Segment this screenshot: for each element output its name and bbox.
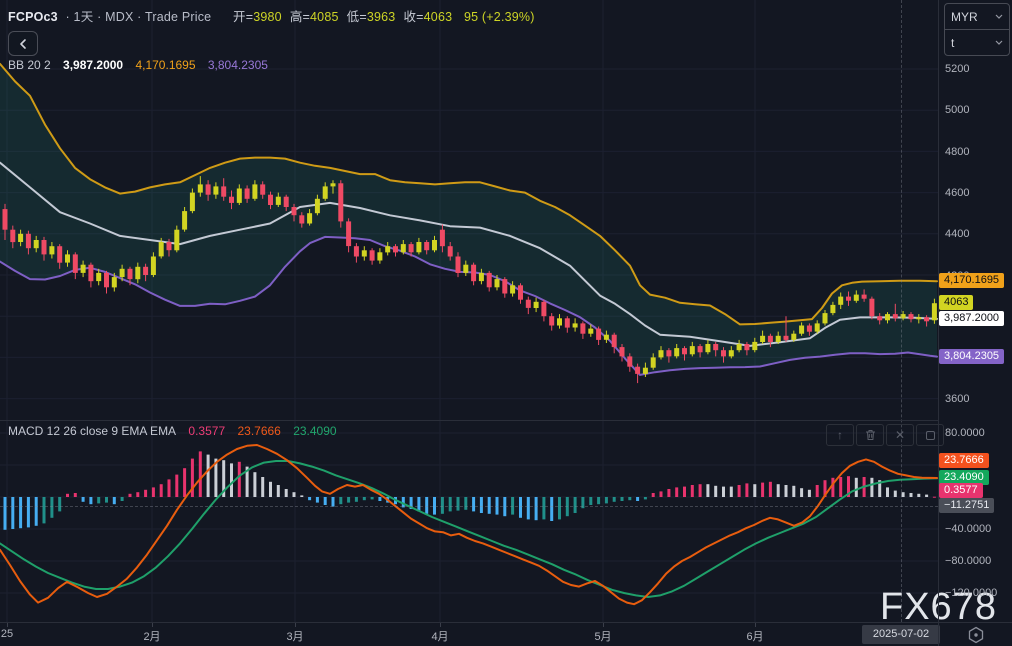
ohlc-value: 4063 (423, 10, 453, 24)
ohlc-value: 3980 (253, 10, 282, 24)
price-tick-label: 5200 (945, 63, 970, 75)
chevron-left-icon (20, 38, 26, 49)
price-tick-label: 4600 (945, 187, 970, 199)
ohlc-label: 高= (289, 10, 311, 24)
ohlc-label: 收= (403, 10, 424, 24)
bb-legend-title: BB 20 2 (8, 58, 51, 72)
bb-basis: 3,987.2000 (63, 58, 124, 72)
time-tick-mark (7, 623, 8, 627)
time-axis[interactable]: 2025-07-02 25 2月 3月 4月 5月 6月 (0, 622, 940, 646)
maximize-icon (925, 430, 935, 440)
macd-tick-label: −120.0000 (945, 587, 998, 599)
ohlc-label: 开= (233, 10, 254, 24)
bb-basis-value-badge: 3,987.2000 (939, 311, 1005, 326)
time-tick-mark (295, 623, 296, 627)
price-tick-label: 3600 (945, 393, 970, 405)
macd-pane-toolbar: ↑ ✕ (826, 424, 944, 446)
trash-icon (865, 430, 875, 440)
price-axis[interactable]: 520050004800460044004200360080.0000−40.0… (938, 0, 1012, 622)
crosshair-value-badge: −11.2751 (939, 498, 995, 513)
change-value: 95 (+2.39%) (463, 10, 535, 24)
time-tick-mark (603, 623, 604, 627)
currency-value: MYR (951, 9, 978, 24)
macd-tick-label: −40.0000 (945, 523, 992, 535)
bb-upper-value-badge: 4,170.1695 (939, 273, 1005, 288)
chart-unit-controls: MYR t (944, 3, 1010, 56)
maximize-pane-button[interactable] (916, 424, 944, 446)
bb-lower-value-badge: 3,804.2305 (939, 349, 1005, 364)
pane-divider[interactable] (0, 420, 938, 421)
price-tick-label: 5000 (945, 104, 970, 116)
bb-indicator-legend[interactable]: BB 20 2 3,987.2000 4,170.1695 3,804.2305 (8, 58, 277, 72)
macd-signal-value: 23.4090 (293, 424, 337, 438)
time-tick-label: 6月 (746, 631, 764, 643)
ohlc-value: 3963 (366, 10, 396, 24)
chevron-down-icon (995, 14, 1003, 19)
ohlc-value: 4085 (310, 10, 339, 24)
signal-line-value-badge: 23.4090 (939, 470, 989, 485)
unit-value: t (951, 35, 955, 50)
price-tick-label: 4400 (945, 228, 970, 240)
symbol-meta: · 1天 · MDX · Trade Price (65, 10, 212, 24)
close-pane-button[interactable]: ✕ (886, 424, 914, 446)
symbol-name[interactable]: FCPOc3 (8, 10, 58, 24)
chart-canvas[interactable] (0, 0, 938, 622)
axis-corner (938, 622, 1012, 646)
symbol-header[interactable]: FCPOc3 · 1天 · MDX · Trade Price 开=3980 高=… (8, 6, 535, 25)
bb-lower: 3,804.2305 (207, 58, 268, 72)
price-tick-label: 4800 (945, 146, 970, 158)
macd-line-value-badge: 23.7666 (939, 453, 989, 468)
time-tick-label: 4月 (431, 631, 449, 643)
bb-upper: 4,170.1695 (135, 58, 196, 72)
time-tick-mark (152, 623, 153, 627)
ohlc-label: 低= (346, 10, 367, 24)
crosshair-horizontal-line (0, 506, 938, 507)
move-pane-up-button[interactable]: ↑ (826, 424, 854, 446)
back-button[interactable] (8, 31, 38, 56)
watermark: FX678 (880, 586, 997, 628)
macd-indicator-legend[interactable]: MACD 12 26 close 9 EMA EMA 0.3577 23.766… (8, 424, 346, 438)
macd-tick-label: −80.0000 (945, 555, 992, 567)
unit-dropdown[interactable]: t (945, 29, 1009, 55)
macd-hist-value: 0.3577 (188, 424, 226, 438)
hist-value-badge: 0.3577 (939, 483, 983, 498)
hexagon-logo-icon[interactable] (965, 624, 987, 646)
macd-legend-title: MACD 12 26 close 9 EMA EMA (8, 424, 177, 438)
time-tick-mark (440, 623, 441, 627)
ohlc-values: 开=3980 高=4085 低=3963 收=4063 (225, 10, 452, 24)
time-tick-label: 2月 (143, 631, 161, 643)
delete-indicator-button[interactable] (856, 424, 884, 446)
currency-dropdown[interactable]: MYR (945, 4, 1009, 29)
time-tick-label: 25 (0, 628, 14, 640)
macd-tick-label: 80.0000 (945, 427, 985, 439)
crosshair-vertical-line (901, 0, 902, 622)
time-tick-label: 5月 (594, 631, 612, 643)
time-tick-mark (755, 623, 756, 627)
last-price-badge: 4063 (939, 295, 974, 310)
macd-line-value: 23.7666 (237, 424, 281, 438)
crosshair-date-badge: 2025-07-02 (862, 625, 940, 644)
time-tick-label: 3月 (286, 631, 304, 643)
chevron-down-icon (995, 40, 1003, 45)
